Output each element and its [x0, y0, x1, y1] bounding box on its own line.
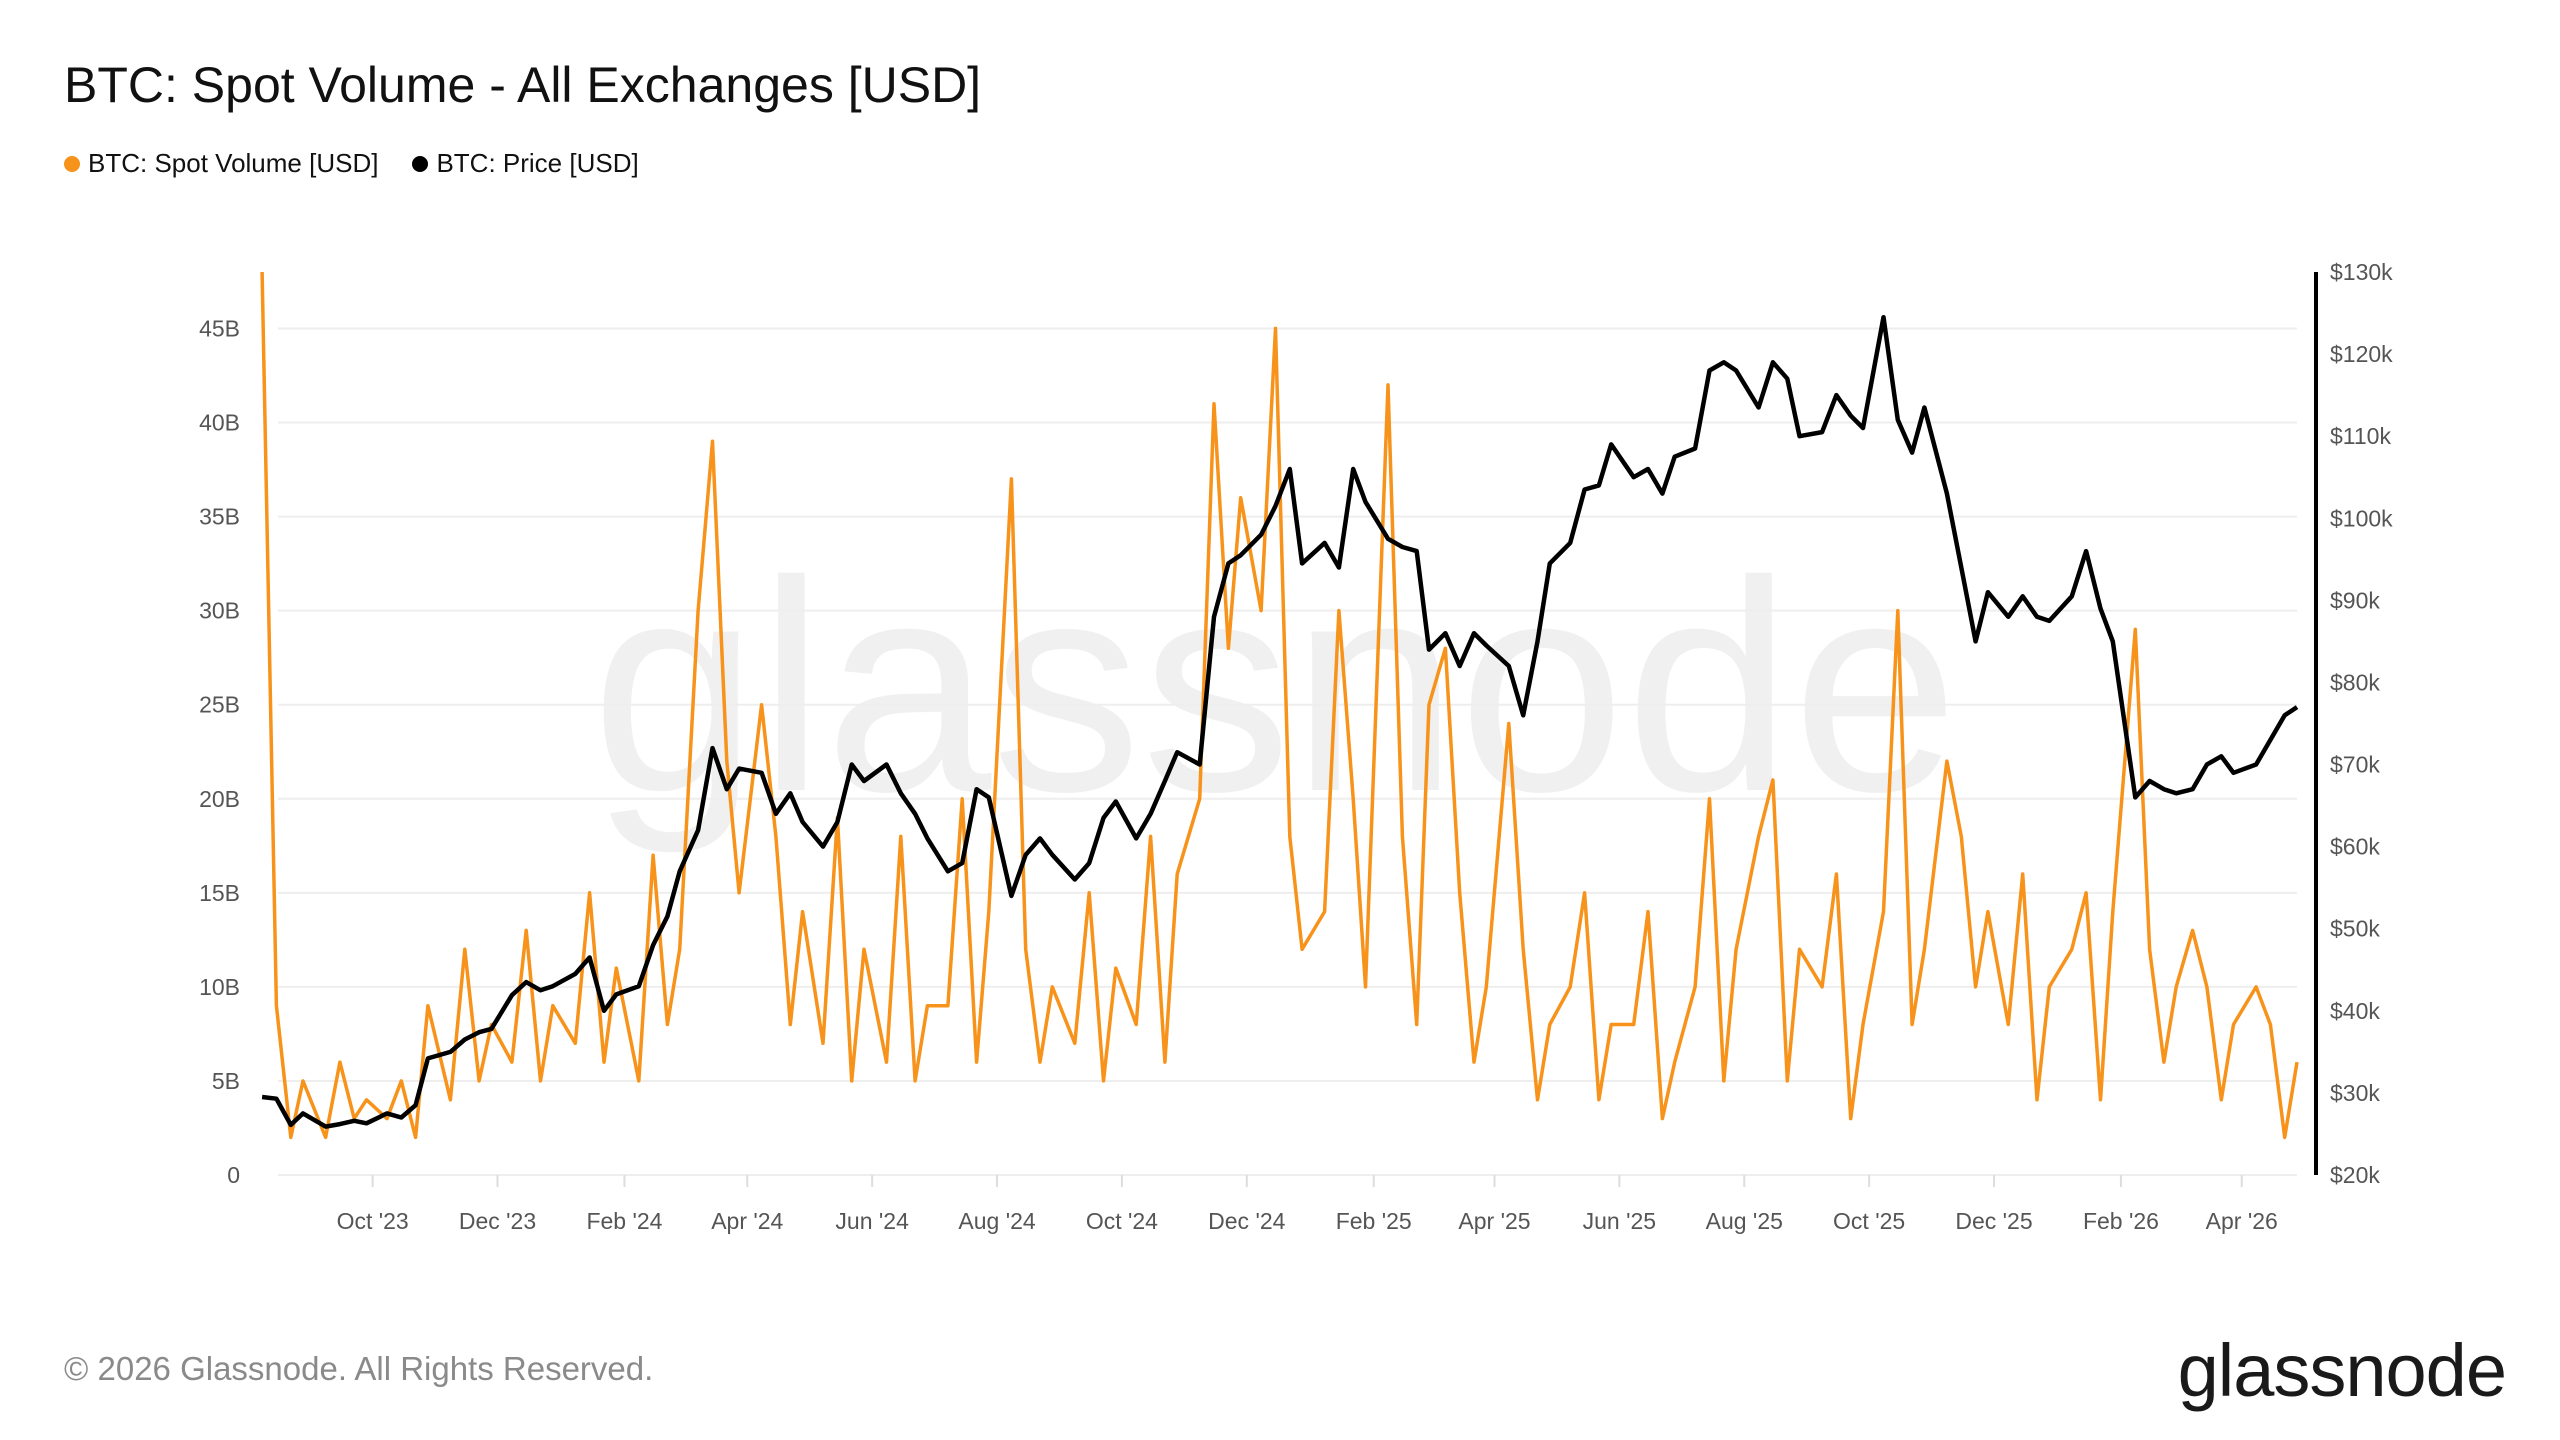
right-tick-label: $20k	[2330, 1162, 2380, 1188]
right-tick-label: $110k	[2330, 423, 2391, 449]
legend-item-price[interactable]: BTC: Price [USD]	[412, 148, 639, 179]
x-tick-label: Oct '24	[1086, 1208, 1158, 1234]
right-tick-label: $50k	[2330, 916, 2380, 942]
copyright-footer: © 2026 Glassnode. All Rights Reserved.	[64, 1350, 654, 1387]
x-tick-label: Feb '26	[2083, 1208, 2159, 1234]
left-tick-label: 20B	[199, 786, 240, 812]
right-tick-label: $30k	[2330, 1080, 2380, 1106]
right-tick-label: $120k	[2330, 341, 2393, 367]
spot-volume-line	[260, 271, 2299, 1140]
chart-title: BTC: Spot Volume - All Exchanges [USD]	[64, 57, 982, 113]
left-tick-label: 15B	[199, 880, 240, 906]
x-tick-label: Aug '25	[1706, 1208, 1783, 1234]
left-tick-label: 40B	[199, 410, 240, 436]
legend: BTC: Spot Volume [USD] BTC: Price [USD]	[64, 148, 639, 179]
x-tick-label: Jun '25	[1583, 1208, 1656, 1234]
left-tick-label: 5B	[212, 1068, 240, 1094]
x-tick-label: Oct '23	[337, 1208, 409, 1234]
legend-dot-orange-icon	[64, 155, 80, 172]
x-tick-label: Dec '25	[1955, 1208, 2032, 1234]
right-tick-label: $70k	[2330, 752, 2380, 778]
glassnode-logo: glassnode	[2177, 1329, 2507, 1412]
legend-dot-black-icon	[412, 155, 429, 172]
x-tick-label: Aug '24	[958, 1208, 1035, 1234]
right-tick-label: $90k	[2330, 587, 2380, 613]
x-tick-label: Jun '24	[835, 1208, 909, 1234]
price-line	[261, 314, 2299, 1129]
left-tick-label: 30B	[199, 598, 240, 624]
left-tick-label: 35B	[199, 504, 240, 530]
x-tick-label: Oct '25	[1833, 1208, 1905, 1234]
right-tick-label: $100k	[2330, 505, 2393, 531]
x-tick-label: Apr '25	[1458, 1208, 1530, 1234]
x-tick-label: Dec '23	[459, 1208, 536, 1234]
x-tick-label: Dec '24	[1208, 1208, 1285, 1234]
right-axis: $20k $30k $40k $50k $60k $70k $80k $90k $100k $11…	[2314, 259, 2393, 1188]
series-layer	[260, 271, 2299, 1140]
left-tick-label: 0	[227, 1162, 240, 1188]
left-axis: 0 5B 10B 15B 20B 25B 30B 35B 40B 45B	[199, 315, 240, 1188]
x-tick-label: Apr '24	[711, 1208, 783, 1234]
right-tick-label: $130k	[2330, 259, 2393, 285]
legend-label: BTC: Spot Volume [USD]	[88, 148, 379, 178]
legend-label: BTC: Price [USD]	[436, 148, 639, 178]
right-tick-label: $40k	[2330, 998, 2380, 1024]
x-tick-label: Feb '24	[586, 1208, 662, 1234]
x-axis: Oct '23 Dec '23 Feb '24 Apr '24 Jun '24 Aug '…	[337, 1175, 2278, 1234]
right-tick-label: $80k	[2330, 669, 2380, 695]
right-tick-label: $60k	[2330, 834, 2380, 860]
legend-item-spot-volume[interactable]: BTC: Spot Volume [USD]	[64, 148, 378, 179]
left-tick-label: 25B	[199, 692, 240, 718]
left-tick-label: 10B	[199, 974, 240, 1000]
x-tick-label: Feb '25	[1336, 1208, 1412, 1234]
x-tick-label: Apr '26	[2206, 1208, 2278, 1234]
left-tick-label: 45B	[199, 315, 240, 341]
